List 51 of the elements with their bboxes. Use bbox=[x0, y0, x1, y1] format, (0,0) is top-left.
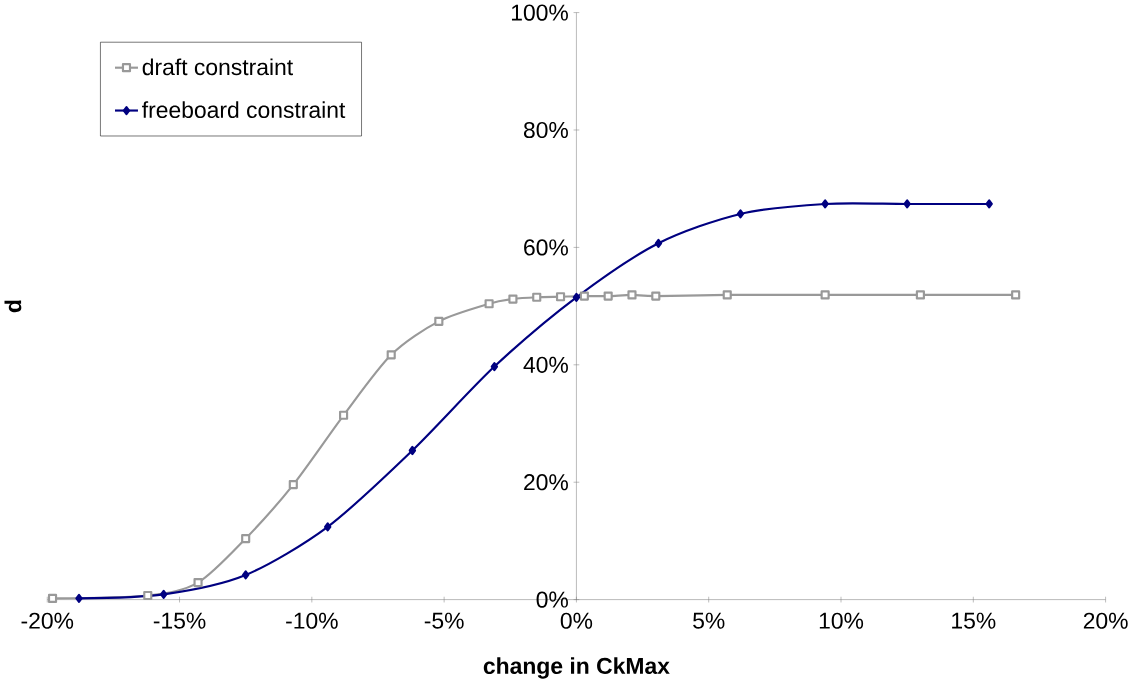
x-tick-label: 0% bbox=[560, 612, 593, 629]
point bbox=[915, 290, 925, 300]
point bbox=[324, 522, 332, 532]
y-tick-label: 60% bbox=[524, 239, 568, 256]
point bbox=[985, 199, 993, 209]
x-axis-title: change in CkMax bbox=[483, 657, 670, 679]
point bbox=[821, 199, 829, 209]
point bbox=[339, 410, 349, 420]
point bbox=[490, 361, 499, 372]
point bbox=[903, 199, 911, 209]
point bbox=[820, 290, 830, 300]
point bbox=[1011, 290, 1021, 300]
point bbox=[572, 292, 581, 302]
point bbox=[241, 533, 251, 544]
x-tick-label: -15% bbox=[153, 612, 206, 629]
y-tick-label: 0% bbox=[536, 591, 568, 608]
point bbox=[159, 589, 168, 599]
point bbox=[484, 299, 494, 309]
y-tick-label: 20% bbox=[524, 474, 568, 491]
x-tick-label: -5% bbox=[424, 612, 464, 629]
x-tick-label: 5% bbox=[693, 612, 725, 629]
point bbox=[555, 292, 566, 302]
point bbox=[736, 209, 745, 219]
point bbox=[651, 291, 661, 301]
point bbox=[288, 479, 298, 490]
legend-label: freeboard constraint bbox=[142, 101, 346, 118]
point bbox=[434, 316, 444, 326]
y-tick-label: 100% bbox=[511, 4, 568, 21]
legend-label: draft constraint bbox=[142, 58, 293, 76]
point bbox=[603, 291, 613, 301]
y-tick-label: 40% bbox=[523, 356, 568, 373]
point bbox=[143, 590, 153, 601]
x-tick-label: -10% bbox=[286, 612, 338, 629]
point bbox=[75, 593, 83, 603]
point bbox=[579, 291, 589, 301]
point bbox=[508, 294, 518, 304]
point bbox=[408, 445, 417, 456]
x-tick-label: 15% bbox=[952, 612, 996, 629]
x-tick-label: -20% bbox=[21, 612, 74, 629]
point bbox=[532, 292, 542, 302]
point bbox=[627, 290, 637, 300]
point bbox=[193, 577, 203, 588]
point bbox=[654, 238, 663, 248]
y-axis-title: d bbox=[4, 300, 22, 313]
point bbox=[722, 290, 732, 300]
x-tick-label: 10% bbox=[819, 612, 864, 629]
x-tick-label: 20% bbox=[1083, 612, 1128, 629]
point bbox=[386, 350, 396, 360]
y-tick-label: 80% bbox=[523, 121, 568, 139]
point bbox=[241, 570, 250, 580]
point bbox=[47, 593, 58, 603]
